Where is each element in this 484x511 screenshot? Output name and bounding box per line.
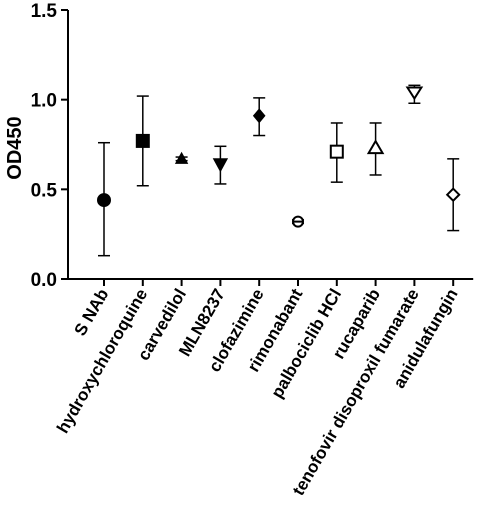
data-point: [445, 158, 461, 232]
marker-square-open: [329, 144, 344, 159]
marker-triangle-down: [212, 158, 229, 173]
y-tick-label: 0.5: [31, 180, 58, 201]
data-point: [292, 215, 304, 228]
data-point: [212, 145, 229, 185]
marker-circle: [97, 193, 111, 208]
marker-triangle-up-open: [366, 139, 385, 155]
data-point: [329, 122, 344, 183]
data-point: [135, 95, 150, 187]
marker-diamond-open: [445, 187, 461, 203]
marker-square: [135, 133, 150, 148]
data-point: [366, 122, 385, 176]
y-axis-title: OD450: [4, 116, 26, 179]
data-point: [174, 151, 189, 164]
marker-triangle-up: [174, 151, 189, 164]
data-marks: [97, 84, 461, 257]
x-tick-label: S NAb: [71, 286, 113, 340]
axes: 0.00.51.01.5S NAbhydroxychloroquinecarve…: [31, 1, 474, 499]
data-point: [405, 84, 424, 105]
data-point: [97, 141, 111, 257]
y-tick-label: 0.0: [31, 270, 57, 291]
marker-diamond: [252, 108, 266, 124]
data-point: [252, 97, 266, 137]
y-tick-label: 1.5: [31, 1, 58, 22]
y-tick-label: 1.0: [31, 91, 57, 112]
marker-triangle-down-open: [405, 86, 424, 101]
